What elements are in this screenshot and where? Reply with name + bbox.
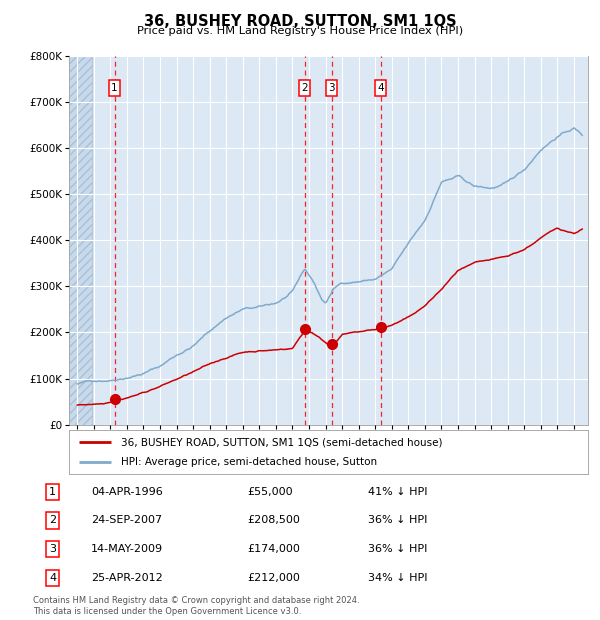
Text: £55,000: £55,000	[248, 487, 293, 497]
Text: 41% ↓ HPI: 41% ↓ HPI	[368, 487, 428, 497]
Text: 36, BUSHEY ROAD, SUTTON, SM1 1QS: 36, BUSHEY ROAD, SUTTON, SM1 1QS	[143, 14, 457, 29]
Text: 4: 4	[49, 573, 56, 583]
Bar	[69, 56, 92, 425]
Text: 36% ↓ HPI: 36% ↓ HPI	[368, 515, 428, 525]
Text: £208,500: £208,500	[248, 515, 301, 525]
Text: £212,000: £212,000	[248, 573, 301, 583]
Text: 25-APR-2012: 25-APR-2012	[91, 573, 163, 583]
Text: Price paid vs. HM Land Registry's House Price Index (HPI): Price paid vs. HM Land Registry's House …	[137, 26, 463, 36]
Text: 3: 3	[49, 544, 56, 554]
Text: Contains HM Land Registry data © Crown copyright and database right 2024.
This d: Contains HM Land Registry data © Crown c…	[33, 596, 359, 616]
Text: 4: 4	[377, 83, 384, 93]
Text: HPI: Average price, semi-detached house, Sutton: HPI: Average price, semi-detached house,…	[121, 457, 377, 467]
Text: 1: 1	[111, 83, 118, 93]
Text: 3: 3	[328, 83, 335, 93]
Text: 36, BUSHEY ROAD, SUTTON, SM1 1QS (semi-detached house): 36, BUSHEY ROAD, SUTTON, SM1 1QS (semi-d…	[121, 437, 442, 447]
Bar	[69, 56, 92, 425]
Text: 2: 2	[49, 515, 56, 525]
Text: 2: 2	[301, 83, 308, 93]
Text: 14-MAY-2009: 14-MAY-2009	[91, 544, 163, 554]
Text: £174,000: £174,000	[248, 544, 301, 554]
Text: 04-APR-1996: 04-APR-1996	[91, 487, 163, 497]
Text: 36% ↓ HPI: 36% ↓ HPI	[368, 544, 428, 554]
Text: 34% ↓ HPI: 34% ↓ HPI	[368, 573, 428, 583]
Text: 24-SEP-2007: 24-SEP-2007	[91, 515, 162, 525]
Text: 1: 1	[49, 487, 56, 497]
